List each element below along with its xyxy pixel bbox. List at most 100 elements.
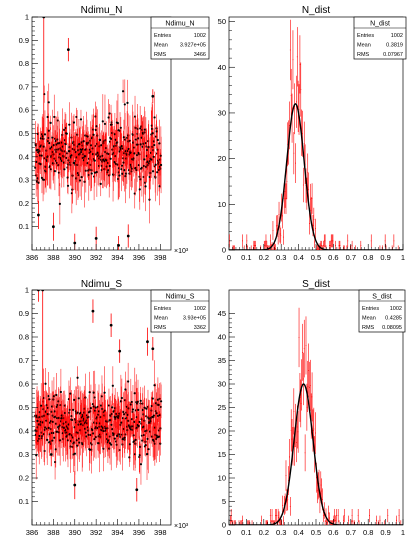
stats-box: Ndimu_N Entries 1002 Mean 3.927e+05 RMS 3466: [150, 16, 210, 60]
data-point: [121, 90, 125, 93]
stats-value: 0.4285: [385, 316, 402, 322]
gaussian-fit-curve: [229, 383, 403, 525]
data-point: [38, 434, 41, 438]
y-tick-label: 20: [218, 427, 226, 436]
data-point: [128, 443, 132, 446]
data-point: [90, 172, 93, 175]
data-point: [66, 152, 69, 155]
data-point: [78, 441, 81, 444]
x-tick-label: 386: [26, 253, 39, 262]
outlier-point: [146, 340, 149, 344]
data-point: [49, 121, 52, 124]
data-point: [145, 407, 148, 410]
outlier-point: [118, 349, 122, 353]
data-point: [57, 171, 61, 174]
outlier-point: [117, 243, 121, 247]
data-point: [118, 174, 121, 177]
data-point: [158, 142, 161, 145]
data-point: [44, 382, 47, 385]
data-point: [121, 164, 124, 167]
data-point: [43, 428, 46, 431]
outlier-point: [49, 453, 53, 456]
data-point: [84, 169, 87, 172]
data-point: [113, 437, 116, 440]
stats-label: Entries: [154, 33, 171, 39]
plot-area: [229, 19, 403, 250]
data-point: [111, 406, 114, 409]
x-tick-label: 0.8: [363, 253, 373, 262]
data-point: [133, 392, 136, 395]
stats-box-name: Ndimu_S: [166, 294, 195, 301]
outlier-point: [51, 225, 55, 229]
data-point: [40, 154, 43, 157]
data-point: [156, 171, 159, 174]
stats-value: 1002: [194, 33, 206, 39]
data-point: [120, 396, 123, 400]
x-tick-label: 390: [69, 528, 82, 537]
stats-box-name: N_dist: [370, 21, 390, 28]
outlier-point: [37, 290, 40, 292]
data-point: [70, 154, 73, 157]
data-point: [109, 157, 112, 160]
data-point: [66, 184, 70, 187]
data-point: [58, 202, 61, 205]
data-point: [92, 391, 95, 394]
outlier-point: [126, 234, 130, 238]
data-point: [150, 158, 153, 161]
data-point: [83, 180, 86, 183]
data-point: [132, 440, 136, 443]
data-point: [51, 439, 54, 442]
y-tick-label: 0: [222, 521, 226, 530]
outlier-point: [151, 347, 155, 351]
data-point: [103, 391, 106, 394]
y-tick-label: 0.3: [19, 450, 29, 459]
y-tick-label: 10: [218, 200, 226, 209]
data-point: [136, 402, 139, 405]
chart-title: Ndimu_S: [81, 279, 122, 290]
y-tick-label: 5: [222, 497, 226, 506]
data-point: [72, 121, 76, 124]
data-point: [123, 438, 126, 441]
x-tick-label: 0.8: [363, 528, 373, 537]
data-point: [51, 136, 54, 139]
data-point: [69, 445, 72, 448]
data-point: [59, 390, 62, 394]
data-point: [111, 384, 114, 387]
data-point: [122, 410, 125, 414]
y-tick-label: 1: [25, 286, 29, 295]
outlier-point: [41, 290, 45, 292]
x-tick-label: 0.7: [346, 528, 356, 537]
data-point: [122, 136, 125, 139]
data-point: [129, 403, 132, 406]
x-tick-label: 0.1: [241, 253, 251, 262]
data-point: [92, 405, 95, 408]
data-point: [143, 406, 146, 409]
stats-value: 0.07967: [383, 52, 403, 58]
chart-panel-ndimu-s: Ndimu_S 386 388 390 392 394 396 398 0.1 0.2 0.3 0.4…: [19, 279, 210, 537]
stats-label: Entries: [154, 306, 171, 312]
data-point: [75, 439, 79, 442]
data-point: [68, 123, 71, 126]
data-point: [34, 144, 37, 147]
outlier-point: [91, 309, 95, 313]
data-point: [34, 166, 37, 169]
data-point: [90, 169, 93, 172]
data-point: [92, 128, 95, 131]
outlier-point: [109, 323, 113, 327]
data-point: [121, 172, 124, 175]
data-point: [40, 176, 44, 179]
x-tick-label: 394: [111, 528, 124, 537]
data-point: [141, 439, 144, 442]
x-tick-label: 386: [26, 528, 39, 537]
data-point: [153, 116, 156, 119]
x-tick-label: 0.2: [259, 253, 269, 262]
chart-panel-ndimu-n: Ndimu_N 386 388 390 392 394 396 398 0.1 0.2 0.3 0.4…: [19, 5, 210, 262]
x-tick-label: 0.2: [259, 528, 269, 537]
data-point: [126, 101, 129, 105]
y-tick-label: 10: [218, 474, 226, 483]
data-point: [108, 112, 111, 115]
y-tick-label: 0.5: [19, 403, 29, 412]
data-point: [93, 159, 96, 162]
stats-label: Mean: [357, 43, 371, 49]
data-point: [76, 444, 79, 447]
